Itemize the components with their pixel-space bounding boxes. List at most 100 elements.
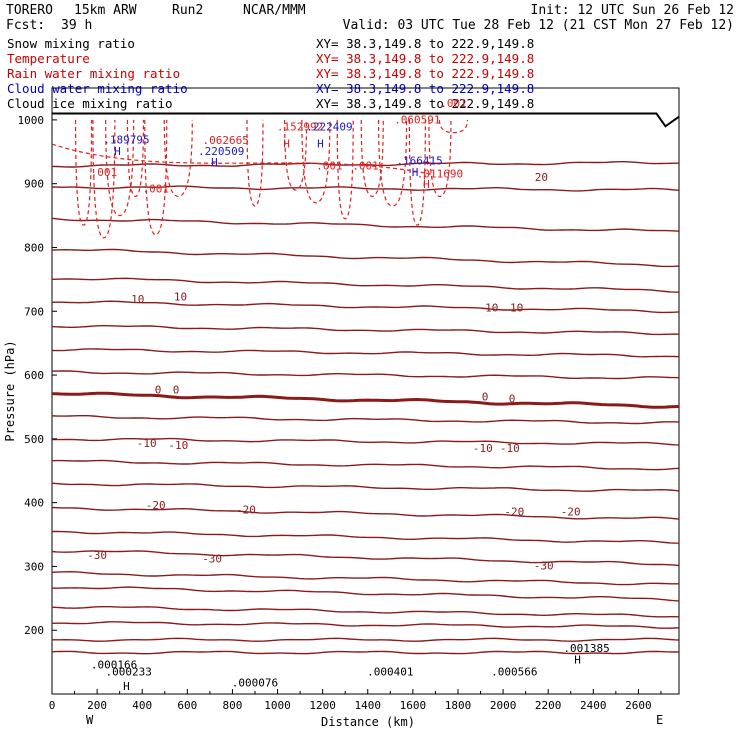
contour-label: .011690 [417, 167, 463, 180]
temperature-contour [51, 217, 680, 232]
rain-contour [377, 119, 408, 207]
init-time: Init: 12 UTC Sun 26 Feb 12 [531, 3, 735, 18]
contour-label: 0 [155, 384, 162, 397]
temperature-contour [51, 325, 680, 336]
temperature-contour [51, 586, 680, 602]
y-tick-label: 400 [24, 497, 44, 510]
rain-contour [51, 143, 432, 175]
contour-label: H [574, 653, 581, 666]
x-tick-label: 200 [87, 699, 107, 712]
contour-label: H [283, 137, 290, 150]
contour-label: .000566 [491, 666, 537, 679]
axes: 0 200 400 600 800 1000 1200 1400 1600 1800 2000 220… [18, 114, 662, 712]
temperature-contour [51, 606, 680, 618]
rain-contour [408, 119, 426, 226]
y-tick-label: 800 [24, 241, 44, 254]
rain-contour [246, 119, 264, 207]
temperature-contour [51, 300, 680, 314]
contour-label: 10 [131, 293, 144, 306]
contour-label: .062665 [202, 134, 248, 147]
legend-field-xy: XY= 38.3,149.8 to 222.9,149.8 [316, 36, 534, 51]
contour-label: .000076 [232, 676, 278, 689]
legend-field-name: Snow mixing ratio [7, 36, 135, 51]
terrain-line [52, 112, 680, 128]
rain-contour [360, 119, 384, 198]
contour-label: .220509 [198, 145, 244, 158]
x-tick-label: 2400 [580, 699, 607, 712]
contour-label: .000166 [91, 658, 137, 671]
model-name: TORERO [6, 3, 53, 18]
header: TORERO 15km ARW Run2 NCAR/MMM Init: 12 U… [6, 3, 734, 33]
temperature-contour [51, 506, 680, 520]
x-tick-label: 2000 [490, 699, 517, 712]
contour-label: -10 [168, 439, 188, 452]
y-axis-label: Pressure (hPa) [3, 340, 17, 441]
temperature-contour [51, 570, 679, 586]
contour-label: H [114, 145, 121, 158]
x-tick-label: 400 [132, 699, 152, 712]
contour-label: H [123, 680, 130, 693]
temperature-contour [51, 277, 680, 293]
temperature-contour [51, 415, 680, 425]
y-tick-label: 700 [24, 305, 44, 318]
rain-contour [301, 119, 331, 204]
contour-label: H [317, 137, 324, 150]
contour-label: 10 [510, 301, 523, 314]
contour-layer [51, 112, 680, 655]
temperature-contour [51, 370, 680, 380]
contour-label: H [211, 156, 218, 169]
temperature-contour [52, 437, 680, 446]
contour-label-layer: .000166.000233 .000076 .000401 .000566 .0013… [87, 97, 610, 693]
rain-contour [126, 119, 145, 198]
legend-field-xy: XY= 38.3,149.8 to 222.9,149.8 [316, 51, 534, 66]
contour-label: -30 [534, 560, 554, 573]
x-axis-east-label: E [656, 713, 663, 727]
x-tick-label: 1800 [445, 699, 472, 712]
rain-contour [92, 119, 116, 239]
forecast-hour: 39 h [61, 18, 92, 33]
legend-field-name: Temperature [7, 51, 90, 66]
contour-label: .001 [352, 160, 379, 173]
contour-label: .060591 [394, 114, 440, 127]
valid-time: Valid: 03 UTC Tue 28 Feb 12 (21 CST Mon … [343, 18, 734, 33]
contour-label: .001385 [563, 642, 609, 655]
contour-label: -10 [500, 442, 520, 455]
x-tick-label: 2200 [535, 699, 562, 712]
contour-label: -20 [236, 503, 256, 516]
x-tick-label: 1400 [355, 699, 382, 712]
run-name: Run2 [172, 3, 203, 18]
legend-field-name: Cloud ice mixing ratio [7, 96, 173, 111]
x-tick-label: 1600 [400, 699, 427, 712]
contour-label: 10 [174, 290, 187, 303]
rain-contour [163, 119, 193, 198]
x-tick-label: 600 [177, 699, 197, 712]
rain-contour [283, 119, 308, 191]
x-tick-label: 0 [49, 699, 56, 712]
legend-field-xy: XY= 38.3,149.8 to 222.9,149.8 [316, 96, 534, 111]
y-tick-label: 900 [24, 178, 44, 191]
temperature-contour [51, 348, 680, 358]
contour-label: .166415 [396, 155, 442, 168]
x-tick-label: 1200 [309, 699, 336, 712]
contour-label: 10 [485, 301, 498, 314]
contour-label: .001 [142, 183, 169, 196]
contour-label: -10 [137, 437, 157, 450]
contour-label: .152992 [277, 121, 323, 134]
contour-label: -20 [146, 499, 166, 512]
contour-label: H [412, 166, 419, 179]
contour-label: 0 [173, 384, 180, 397]
y-tick-label: 200 [24, 624, 44, 637]
y-tick-label: 600 [24, 369, 44, 382]
y-tick-label: 300 [24, 560, 44, 573]
temperature-contour [51, 621, 680, 629]
x-tick-label: 1000 [264, 699, 291, 712]
y-tick-label: 500 [24, 433, 44, 446]
contour-label: 0 [482, 391, 489, 404]
x-tick-label: 2600 [625, 699, 652, 712]
temperature-contour [51, 459, 680, 471]
model-resolution: 15km ARW [74, 3, 137, 18]
legend-field-name: Rain water mixing ratio [7, 66, 180, 81]
contour-label: -20 [504, 505, 524, 518]
x-axis-west-label: W [86, 713, 94, 727]
temperature-contour [52, 391, 680, 409]
